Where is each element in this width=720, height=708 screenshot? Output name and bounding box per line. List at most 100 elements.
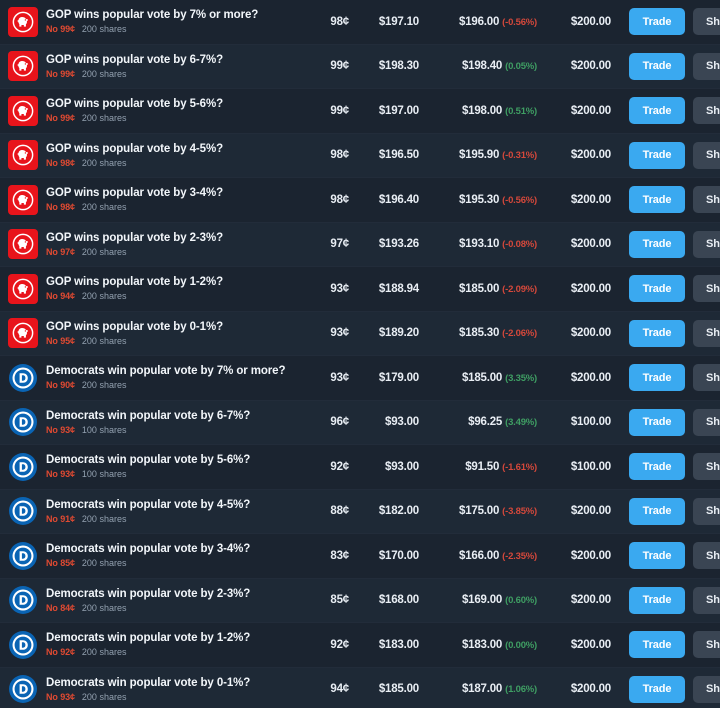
market-row[interactable]: GOP wins popular vote by 5-6%? No 99¢ 200 … (0, 89, 720, 134)
share-button[interactable]: Share (693, 542, 720, 570)
republican-elephant-icon (8, 140, 38, 171)
trade-button[interactable]: Trade (629, 453, 685, 481)
current-price-cents: 93¢ (330, 371, 349, 384)
no-side-price: No 99¢ (46, 24, 75, 35)
market-row[interactable]: Democrats win popular vote by 6-7%? No 93… (0, 400, 720, 445)
current-value: $198.40 (0.05%) (419, 60, 537, 72)
row-actions: Trade Share (615, 97, 720, 125)
share-button[interactable]: Share (693, 631, 720, 659)
trade-button[interactable]: Trade (629, 408, 685, 436)
current-value: $166.00 (-2.35%) (419, 550, 537, 562)
market-title[interactable]: GOP wins popular vote by 1-2%? (46, 276, 223, 289)
current-price-cents: 88¢ (330, 505, 349, 518)
share-button[interactable]: Share (693, 675, 720, 703)
current-value-amount: $195.90 (459, 149, 500, 162)
market-row[interactable]: GOP wins popular vote by 6-7%? No 99¢ 200 … (0, 44, 720, 89)
current-price-cents: 93¢ (330, 282, 349, 295)
trade-button[interactable]: Trade (629, 97, 685, 125)
trade-button[interactable]: Trade (629, 675, 685, 703)
market-title[interactable]: Democrats win popular vote by 6-7%? (46, 409, 251, 422)
share-button[interactable]: Share (693, 586, 720, 614)
trade-button[interactable]: Trade (629, 364, 685, 392)
democratic-d-icon (8, 674, 38, 704)
trade-button[interactable]: Trade (629, 141, 685, 169)
trade-button[interactable]: Trade (629, 8, 685, 36)
no-side-price: No 92¢ (46, 647, 75, 658)
market-title-block: Democrats win popular vote by 6-7%? No 93… (46, 410, 301, 435)
share-button[interactable]: Share (693, 319, 720, 347)
value-change-percent: (-0.31%) (502, 150, 537, 162)
row-actions: Trade Share (615, 186, 720, 214)
market-title[interactable]: GOP wins popular vote by 2-3%? (46, 231, 223, 244)
market-title[interactable]: GOP wins popular vote by 6-7%? (46, 53, 223, 66)
market-row[interactable]: Democrats win popular vote by 0-1%? No 93… (0, 667, 720, 708)
share-button[interactable]: Share (693, 230, 720, 258)
share-button[interactable]: Share (693, 52, 720, 80)
share-button[interactable]: Share (693, 141, 720, 169)
market-row[interactable]: GOP wins popular vote by 3-4%? No 98¢ 200 … (0, 178, 720, 223)
current-value-amount: $96.25 (468, 416, 503, 429)
market-title[interactable]: GOP wins popular vote by 0-1%? (46, 320, 223, 333)
market-row[interactable]: Democrats win popular vote by 7% or more… (0, 356, 720, 401)
market-title[interactable]: Democrats win popular vote by 3-4%? (46, 543, 251, 556)
share-button[interactable]: Share (693, 364, 720, 392)
share-button[interactable]: Share (693, 186, 720, 214)
current-value-amount: $91.50 (465, 460, 500, 473)
share-button[interactable]: Share (693, 275, 720, 303)
market-row[interactable]: GOP wins popular vote by 1-2%? No 94¢ 200 … (0, 267, 720, 312)
market-row[interactable]: Democrats win popular vote by 3-4%? No 85… (0, 534, 720, 579)
share-button[interactable]: Share (693, 453, 720, 481)
republican-elephant-icon (8, 184, 38, 215)
current-price-cents: 98¢ (330, 15, 349, 28)
market-title-block: Democrats win popular vote by 4-5%? No 91… (46, 499, 301, 524)
market-title[interactable]: GOP wins popular vote by 4-5%? (46, 142, 223, 155)
market-title-block: GOP wins popular vote by 1-2%? No 94¢ 200 … (46, 276, 301, 301)
market-row[interactable]: Democrats win popular vote by 1-2%? No 92… (0, 623, 720, 668)
trade-button[interactable]: Trade (629, 497, 685, 525)
row-actions: Trade Share (615, 542, 720, 570)
share-count: 200 shares (81, 380, 127, 391)
market-title[interactable]: GOP wins popular vote by 3-4%? (46, 187, 223, 200)
current-value: $185.00 (3.35%) (419, 372, 537, 384)
current-value: $195.90 (-0.31%) (419, 149, 537, 161)
market-row[interactable]: Democrats win popular vote by 2-3%? No 84… (0, 578, 720, 623)
current-value: $169.00 (0.60%) (419, 594, 537, 606)
cost-basis: $197.10 (378, 15, 419, 28)
market-row[interactable]: GOP wins popular vote by 7% or more? No 9… (0, 0, 720, 45)
trade-button[interactable]: Trade (629, 52, 685, 80)
market-row[interactable]: Democrats win popular vote by 5-6%? No 93… (0, 445, 720, 490)
republican-elephant-icon (8, 51, 38, 82)
market-row[interactable]: GOP wins popular vote by 4-5%? No 98¢ 200 … (0, 133, 720, 178)
current-value: $183.00 (0.00%) (419, 639, 537, 651)
trade-button[interactable]: Trade (629, 186, 685, 214)
market-title[interactable]: GOP wins popular vote by 5-6%? (46, 98, 223, 111)
position-summary: No 90¢ 200 shares (46, 380, 301, 390)
market-row[interactable]: GOP wins popular vote by 0-1%? No 95¢ 200 … (0, 311, 720, 356)
market-title[interactable]: Democrats win popular vote by 2-3%? (46, 587, 251, 600)
current-value: $195.30 (-0.56%) (419, 194, 537, 206)
share-button[interactable]: Share (693, 8, 720, 36)
market-title[interactable]: Democrats win popular vote by 7% or more… (46, 365, 286, 378)
market-row[interactable]: Democrats win popular vote by 4-5%? No 91… (0, 489, 720, 534)
trade-button[interactable]: Trade (629, 586, 685, 614)
market-title[interactable]: Democrats win popular vote by 4-5%? (46, 498, 251, 511)
value-change-percent: (-0.08%) (502, 239, 537, 251)
share-button[interactable]: Share (693, 497, 720, 525)
trade-button[interactable]: Trade (629, 631, 685, 659)
share-count: 200 shares (81, 157, 127, 168)
current-value-amount: $185.30 (459, 327, 500, 340)
market-title[interactable]: Democrats win popular vote by 0-1%? (46, 676, 251, 689)
current-value-amount: $183.00 (461, 638, 503, 651)
trade-button[interactable]: Trade (629, 230, 685, 258)
position-summary: No 84¢ 200 shares (46, 603, 301, 613)
trade-button[interactable]: Trade (629, 275, 685, 303)
market-row[interactable]: GOP wins popular vote by 2-3%? No 97¢ 200 … (0, 222, 720, 267)
market-title[interactable]: GOP wins popular vote by 7% or more? (46, 9, 259, 22)
trade-button[interactable]: Trade (629, 319, 685, 347)
trade-button[interactable]: Trade (629, 542, 685, 570)
democratic-d-icon (8, 452, 38, 482)
share-button[interactable]: Share (693, 97, 720, 125)
market-title[interactable]: Democrats win popular vote by 5-6%? (46, 454, 251, 467)
market-title[interactable]: Democrats win popular vote by 1-2%? (46, 632, 251, 645)
share-button[interactable]: Share (693, 408, 720, 436)
